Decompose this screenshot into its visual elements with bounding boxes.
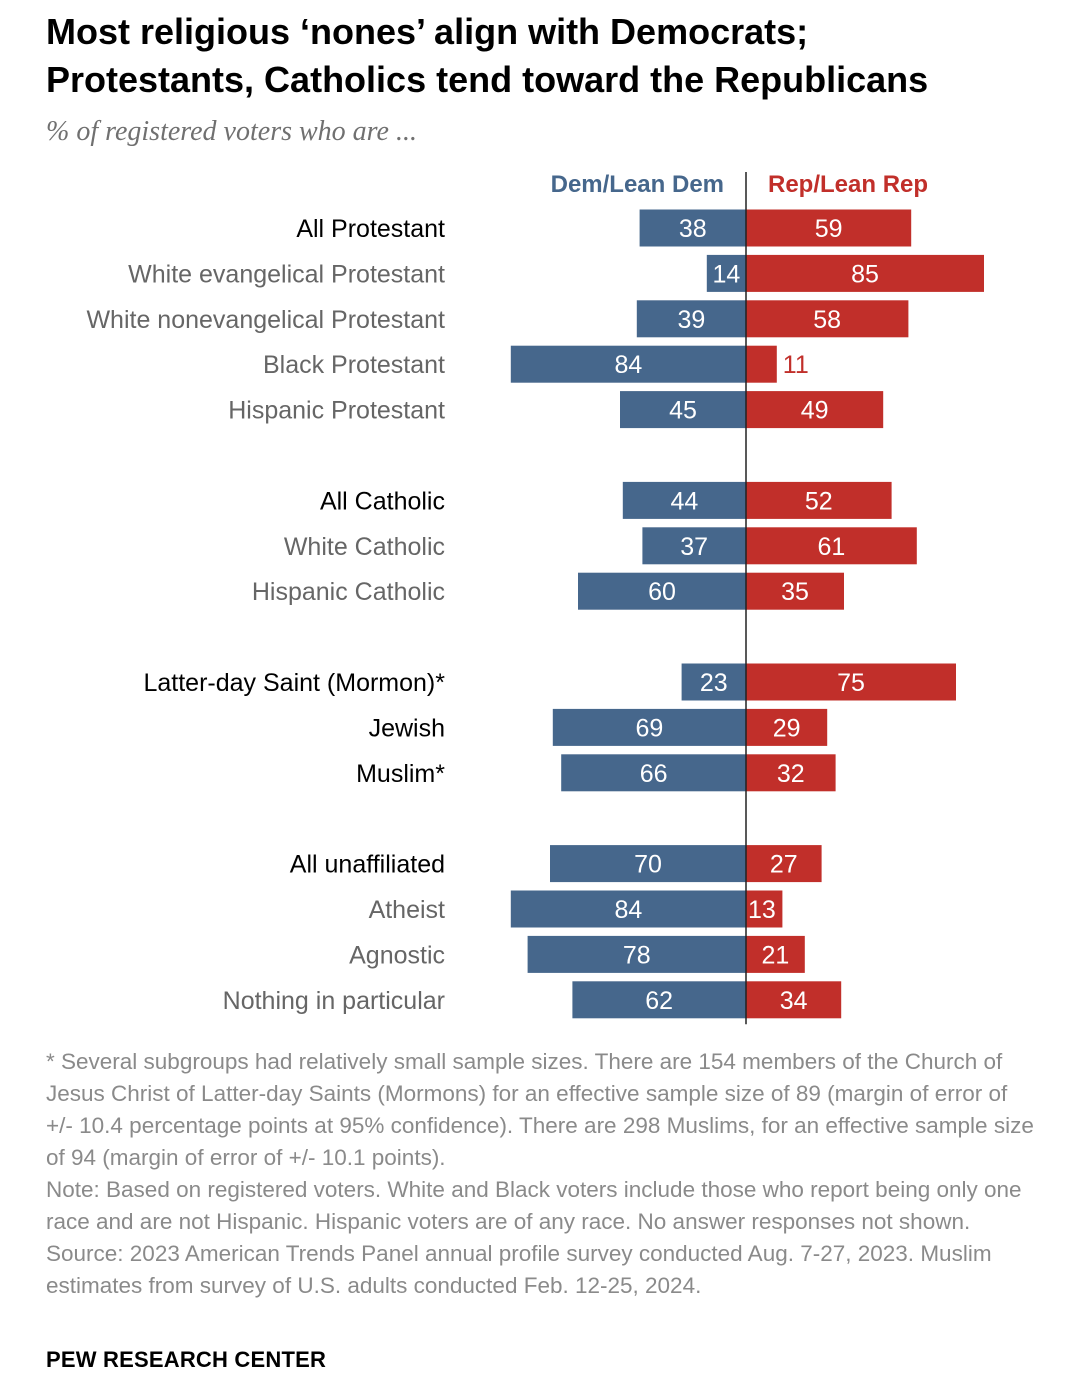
category-label: White evangelical Protestant [128, 260, 445, 288]
rep-bar [746, 981, 842, 1019]
dem-value-label: 70 [634, 851, 662, 879]
rep-bar [746, 572, 844, 610]
pew-research-center-logo: PEW RESEARCH CENTER [46, 1347, 327, 1372]
category-label: Atheist [369, 896, 445, 924]
rep-value-label: 49 [801, 397, 829, 425]
chart-notes: * Several subgroups had relatively small… [46, 1046, 1036, 1302]
dem-value-label: 69 [635, 714, 663, 742]
category-label: Hispanic Protestant [228, 397, 445, 425]
footnote-text: * Several subgroups had relatively small… [46, 1049, 1034, 1170]
category-label: Jewish [369, 714, 445, 742]
category-label: Nothing in particular [223, 987, 445, 1015]
rep-value-label: 58 [813, 306, 841, 334]
rep-value-label: 32 [777, 760, 805, 788]
rep-bar [746, 345, 777, 383]
chart-title-line-2: Protestants, Catholics tend toward the R… [46, 59, 929, 100]
rep-bar [746, 254, 984, 292]
dem-bar [527, 935, 746, 973]
rep-value-label: 59 [815, 215, 843, 243]
rep-bar [746, 209, 912, 247]
dem-value-label: 23 [700, 669, 728, 697]
rep-value-label: 11 [783, 351, 809, 379]
rep-value-label: 61 [817, 533, 845, 561]
diverging-bar-chart: Dem/Lean Dem Rep/Lean Rep All Protestant 38… [86, 171, 984, 1025]
category-label: Hispanic Catholic [252, 578, 445, 606]
rep-value-label: 52 [805, 487, 833, 515]
dem-bar [681, 663, 746, 701]
dem-value-label: 66 [640, 760, 668, 788]
rep-value-label: 35 [781, 578, 809, 606]
rep-value-label: 85 [851, 260, 879, 288]
rep-value-label: 34 [780, 987, 808, 1015]
dem-value-label: 37 [680, 533, 708, 561]
dem-bar [620, 391, 746, 429]
dem-bar [550, 845, 746, 883]
dem-bar [622, 481, 746, 519]
category-label: Muslim* [356, 760, 445, 788]
category-label: All Catholic [320, 487, 445, 515]
category-label: White nonevangelical Protestant [86, 306, 445, 334]
category-label: All Protestant [296, 215, 445, 243]
dem-value-label: 38 [679, 215, 707, 243]
dem-value-label: 62 [645, 987, 673, 1015]
dem-value-label: 39 [677, 306, 705, 334]
rep-bar [746, 481, 892, 519]
dem-value-label: 14 [712, 260, 740, 288]
dem-value-label: 45 [669, 397, 697, 425]
dem-bar [561, 754, 746, 792]
dem-bar [552, 708, 746, 746]
dem-value-label: 44 [670, 487, 698, 515]
category-label: White Catholic [284, 533, 445, 561]
dem-bar [642, 527, 746, 565]
chart-subtitle: % of registered voters who are ... [46, 116, 417, 147]
dem-bar [572, 981, 746, 1019]
dem-bar [510, 890, 746, 928]
dem-bar [639, 209, 746, 247]
rep-bar [746, 527, 917, 565]
chart-title-line-1: Most religious ‘nones’ align with Democr… [46, 11, 809, 52]
source-text: Source: 2023 American Trends Panel annua… [46, 1241, 992, 1298]
category-label: All unaffiliated [290, 851, 445, 879]
rep-bar [746, 708, 828, 746]
dem-value-label: 60 [648, 578, 676, 606]
rep-value-label: 29 [773, 714, 801, 742]
rep-bar [746, 300, 909, 338]
dem-value-label: 84 [614, 896, 642, 924]
rep-bar [746, 935, 805, 973]
dem-value-label: 84 [614, 351, 642, 379]
note-text: Note: Based on registered voters. White … [46, 1177, 1022, 1234]
rep-value-label: 27 [770, 851, 798, 879]
dem-bar [578, 572, 746, 610]
rep-bar [746, 391, 884, 429]
rep-bar [746, 663, 956, 701]
dem-value-label: 78 [623, 941, 651, 969]
dem-bar [706, 254, 746, 292]
legend-dem-label: Dem/Lean Dem [551, 171, 724, 198]
rep-value-label: 21 [761, 941, 789, 969]
category-label: Agnostic [349, 941, 445, 969]
chart-title: Most religious ‘nones’ align with Democr… [46, 8, 1046, 104]
category-label: Black Protestant [263, 351, 445, 379]
dem-bar [636, 300, 746, 338]
category-label: Latter-day Saint (Mormon)* [143, 669, 445, 697]
rep-bar [746, 754, 836, 792]
rep-bar [746, 890, 783, 928]
legend-rep-label: Rep/Lean Rep [768, 171, 928, 198]
dem-bar [510, 345, 746, 383]
rep-value-label: 75 [837, 669, 865, 697]
rep-bar [746, 845, 822, 883]
rep-value-label: 13 [748, 896, 776, 924]
